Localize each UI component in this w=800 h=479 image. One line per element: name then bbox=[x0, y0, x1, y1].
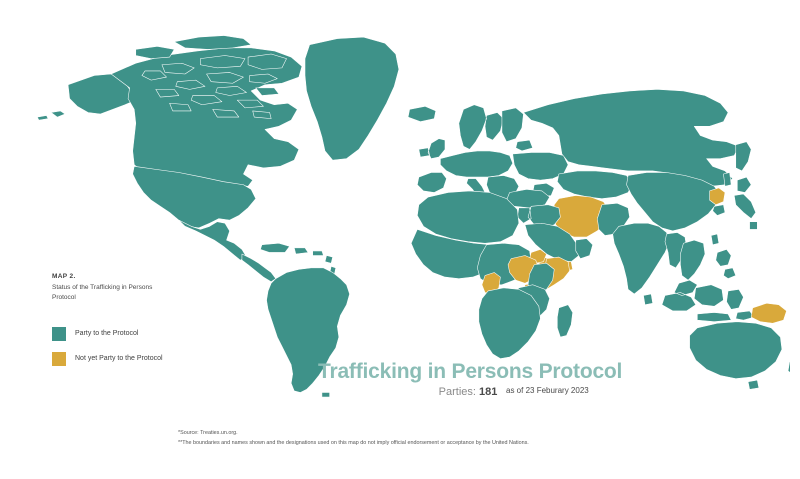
country-taiwan bbox=[711, 234, 719, 245]
nonparty-swatch bbox=[52, 351, 66, 366]
country-uk-ireland bbox=[419, 139, 445, 159]
footnote-source: *Source: Treaties.un.org. bbox=[178, 430, 238, 436]
map-title: Trafficking in Persons Protocol bbox=[318, 360, 623, 383]
country-scandinavia bbox=[459, 105, 504, 150]
parties-label: Parties: bbox=[438, 386, 476, 399]
legend-block: MAP 2. Status of the Trafficking in Pers… bbox=[52, 272, 232, 377]
country-southern-africa bbox=[479, 288, 541, 359]
country-aleutian-islands bbox=[37, 111, 65, 120]
legend-item-party: Party to the Protocol bbox=[52, 326, 232, 341]
country-united-states bbox=[133, 166, 256, 228]
parties-count: 181 bbox=[479, 386, 498, 399]
country-oman-uae bbox=[576, 239, 593, 259]
world-map-graphic bbox=[20, 14, 790, 414]
country-saudi-arabia bbox=[525, 223, 579, 261]
country-canada-arctic-islands bbox=[136, 36, 287, 119]
country-philippines bbox=[716, 249, 736, 278]
legend-label-party: Party to the Protocol bbox=[75, 329, 139, 337]
country-australia bbox=[690, 322, 782, 379]
as-of-date: as of 23 Feburary 2023 bbox=[506, 386, 589, 395]
footnote-disclaimer: **The boundaries and names shown and the… bbox=[178, 440, 529, 446]
country-greenland bbox=[305, 37, 399, 160]
country-india bbox=[613, 223, 670, 294]
country-west-africa bbox=[411, 229, 497, 278]
country-tasmania bbox=[748, 380, 759, 389]
legend-items: Party to the Protocol Not yet Party to t… bbox=[52, 326, 232, 366]
footnotes-block: *Source: Treaties.un.org. **The boundari… bbox=[178, 428, 778, 448]
country-iceland bbox=[408, 106, 436, 121]
country-central-america bbox=[242, 254, 276, 282]
country-north-africa bbox=[417, 191, 519, 243]
legend-item-nonparty: Not yet Party to the Protocol bbox=[52, 351, 232, 366]
parties-line: Parties: 181 bbox=[318, 386, 618, 399]
country-south-america bbox=[267, 268, 350, 393]
country-sakhalin bbox=[723, 172, 731, 186]
country-canada bbox=[111, 48, 302, 186]
country-sri-lanka bbox=[643, 294, 652, 305]
country-western-europe bbox=[440, 151, 512, 177]
country-malaysia-sumatra bbox=[662, 280, 697, 311]
country-java-borneo-sulawesi bbox=[694, 285, 754, 322]
country-central-asia bbox=[557, 171, 632, 199]
country-south-korea bbox=[713, 205, 725, 216]
map-caption: Status of the Trafficking in Persons Pro… bbox=[52, 283, 153, 301]
country-iberia bbox=[417, 172, 446, 192]
country-japan bbox=[734, 177, 757, 229]
country-china-mongolia bbox=[627, 172, 721, 230]
party-swatch bbox=[52, 326, 66, 341]
country-kamchatka bbox=[736, 142, 751, 171]
map-number-label: MAP 2. bbox=[52, 273, 76, 280]
country-indochina bbox=[680, 240, 705, 280]
legend-label-nonparty: Not yet Party to the Protocol bbox=[75, 354, 163, 362]
country-falkland-islands bbox=[322, 392, 330, 397]
country-finland-baltic bbox=[502, 108, 533, 151]
country-papua-new-guinea bbox=[751, 303, 786, 323]
country-eastern-europe bbox=[513, 152, 568, 180]
country-north-korea bbox=[710, 188, 725, 205]
title-block: Trafficking in Persons Protocol Parties:… bbox=[318, 360, 623, 399]
country-new-zealand bbox=[788, 359, 790, 376]
country-madagascar bbox=[557, 305, 572, 337]
country-mexico bbox=[179, 220, 247, 260]
country-caribbean-islands bbox=[260, 243, 335, 275]
